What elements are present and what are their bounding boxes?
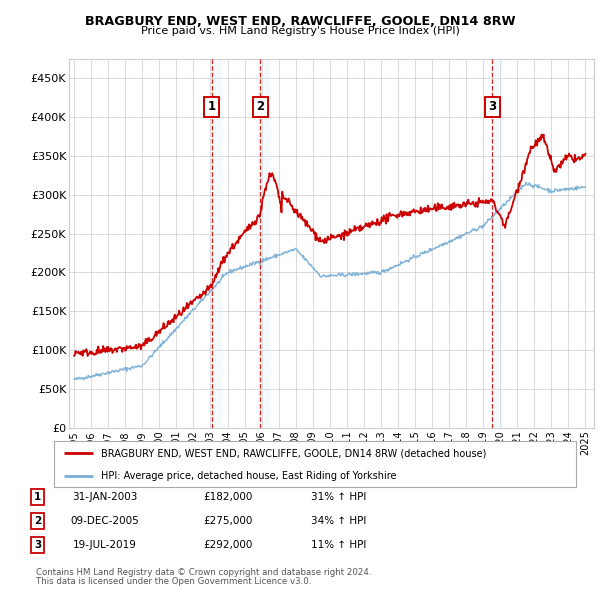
Text: 3: 3: [488, 100, 496, 113]
Bar: [259, 59, 271, 428]
Text: £275,000: £275,000: [203, 516, 253, 526]
Bar: [491, 59, 503, 428]
Text: 09-DEC-2005: 09-DEC-2005: [71, 516, 139, 526]
Text: 31% ↑ HPI: 31% ↑ HPI: [311, 492, 367, 502]
Text: 19-JUL-2019: 19-JUL-2019: [73, 540, 137, 550]
Text: 31-JAN-2003: 31-JAN-2003: [73, 492, 137, 502]
Text: This data is licensed under the Open Government Licence v3.0.: This data is licensed under the Open Gov…: [36, 578, 311, 586]
Text: 11% ↑ HPI: 11% ↑ HPI: [311, 540, 367, 550]
Text: 34% ↑ HPI: 34% ↑ HPI: [311, 516, 367, 526]
Text: Price paid vs. HM Land Registry's House Price Index (HPI): Price paid vs. HM Land Registry's House …: [140, 26, 460, 36]
Bar: [211, 59, 223, 428]
Text: 2: 2: [34, 516, 41, 526]
Text: Contains HM Land Registry data © Crown copyright and database right 2024.: Contains HM Land Registry data © Crown c…: [36, 568, 371, 577]
Text: 1: 1: [34, 492, 41, 502]
Text: 2: 2: [256, 100, 265, 113]
Text: 1: 1: [208, 100, 216, 113]
Text: HPI: Average price, detached house, East Riding of Yorkshire: HPI: Average price, detached house, East…: [101, 471, 397, 481]
Text: 3: 3: [34, 540, 41, 550]
Text: BRAGBURY END, WEST END, RAWCLIFFE, GOOLE, DN14 8RW (detached house): BRAGBURY END, WEST END, RAWCLIFFE, GOOLE…: [101, 448, 487, 458]
Text: BRAGBURY END, WEST END, RAWCLIFFE, GOOLE, DN14 8RW: BRAGBURY END, WEST END, RAWCLIFFE, GOOLE…: [85, 15, 515, 28]
Text: £292,000: £292,000: [203, 540, 253, 550]
Text: £182,000: £182,000: [203, 492, 253, 502]
